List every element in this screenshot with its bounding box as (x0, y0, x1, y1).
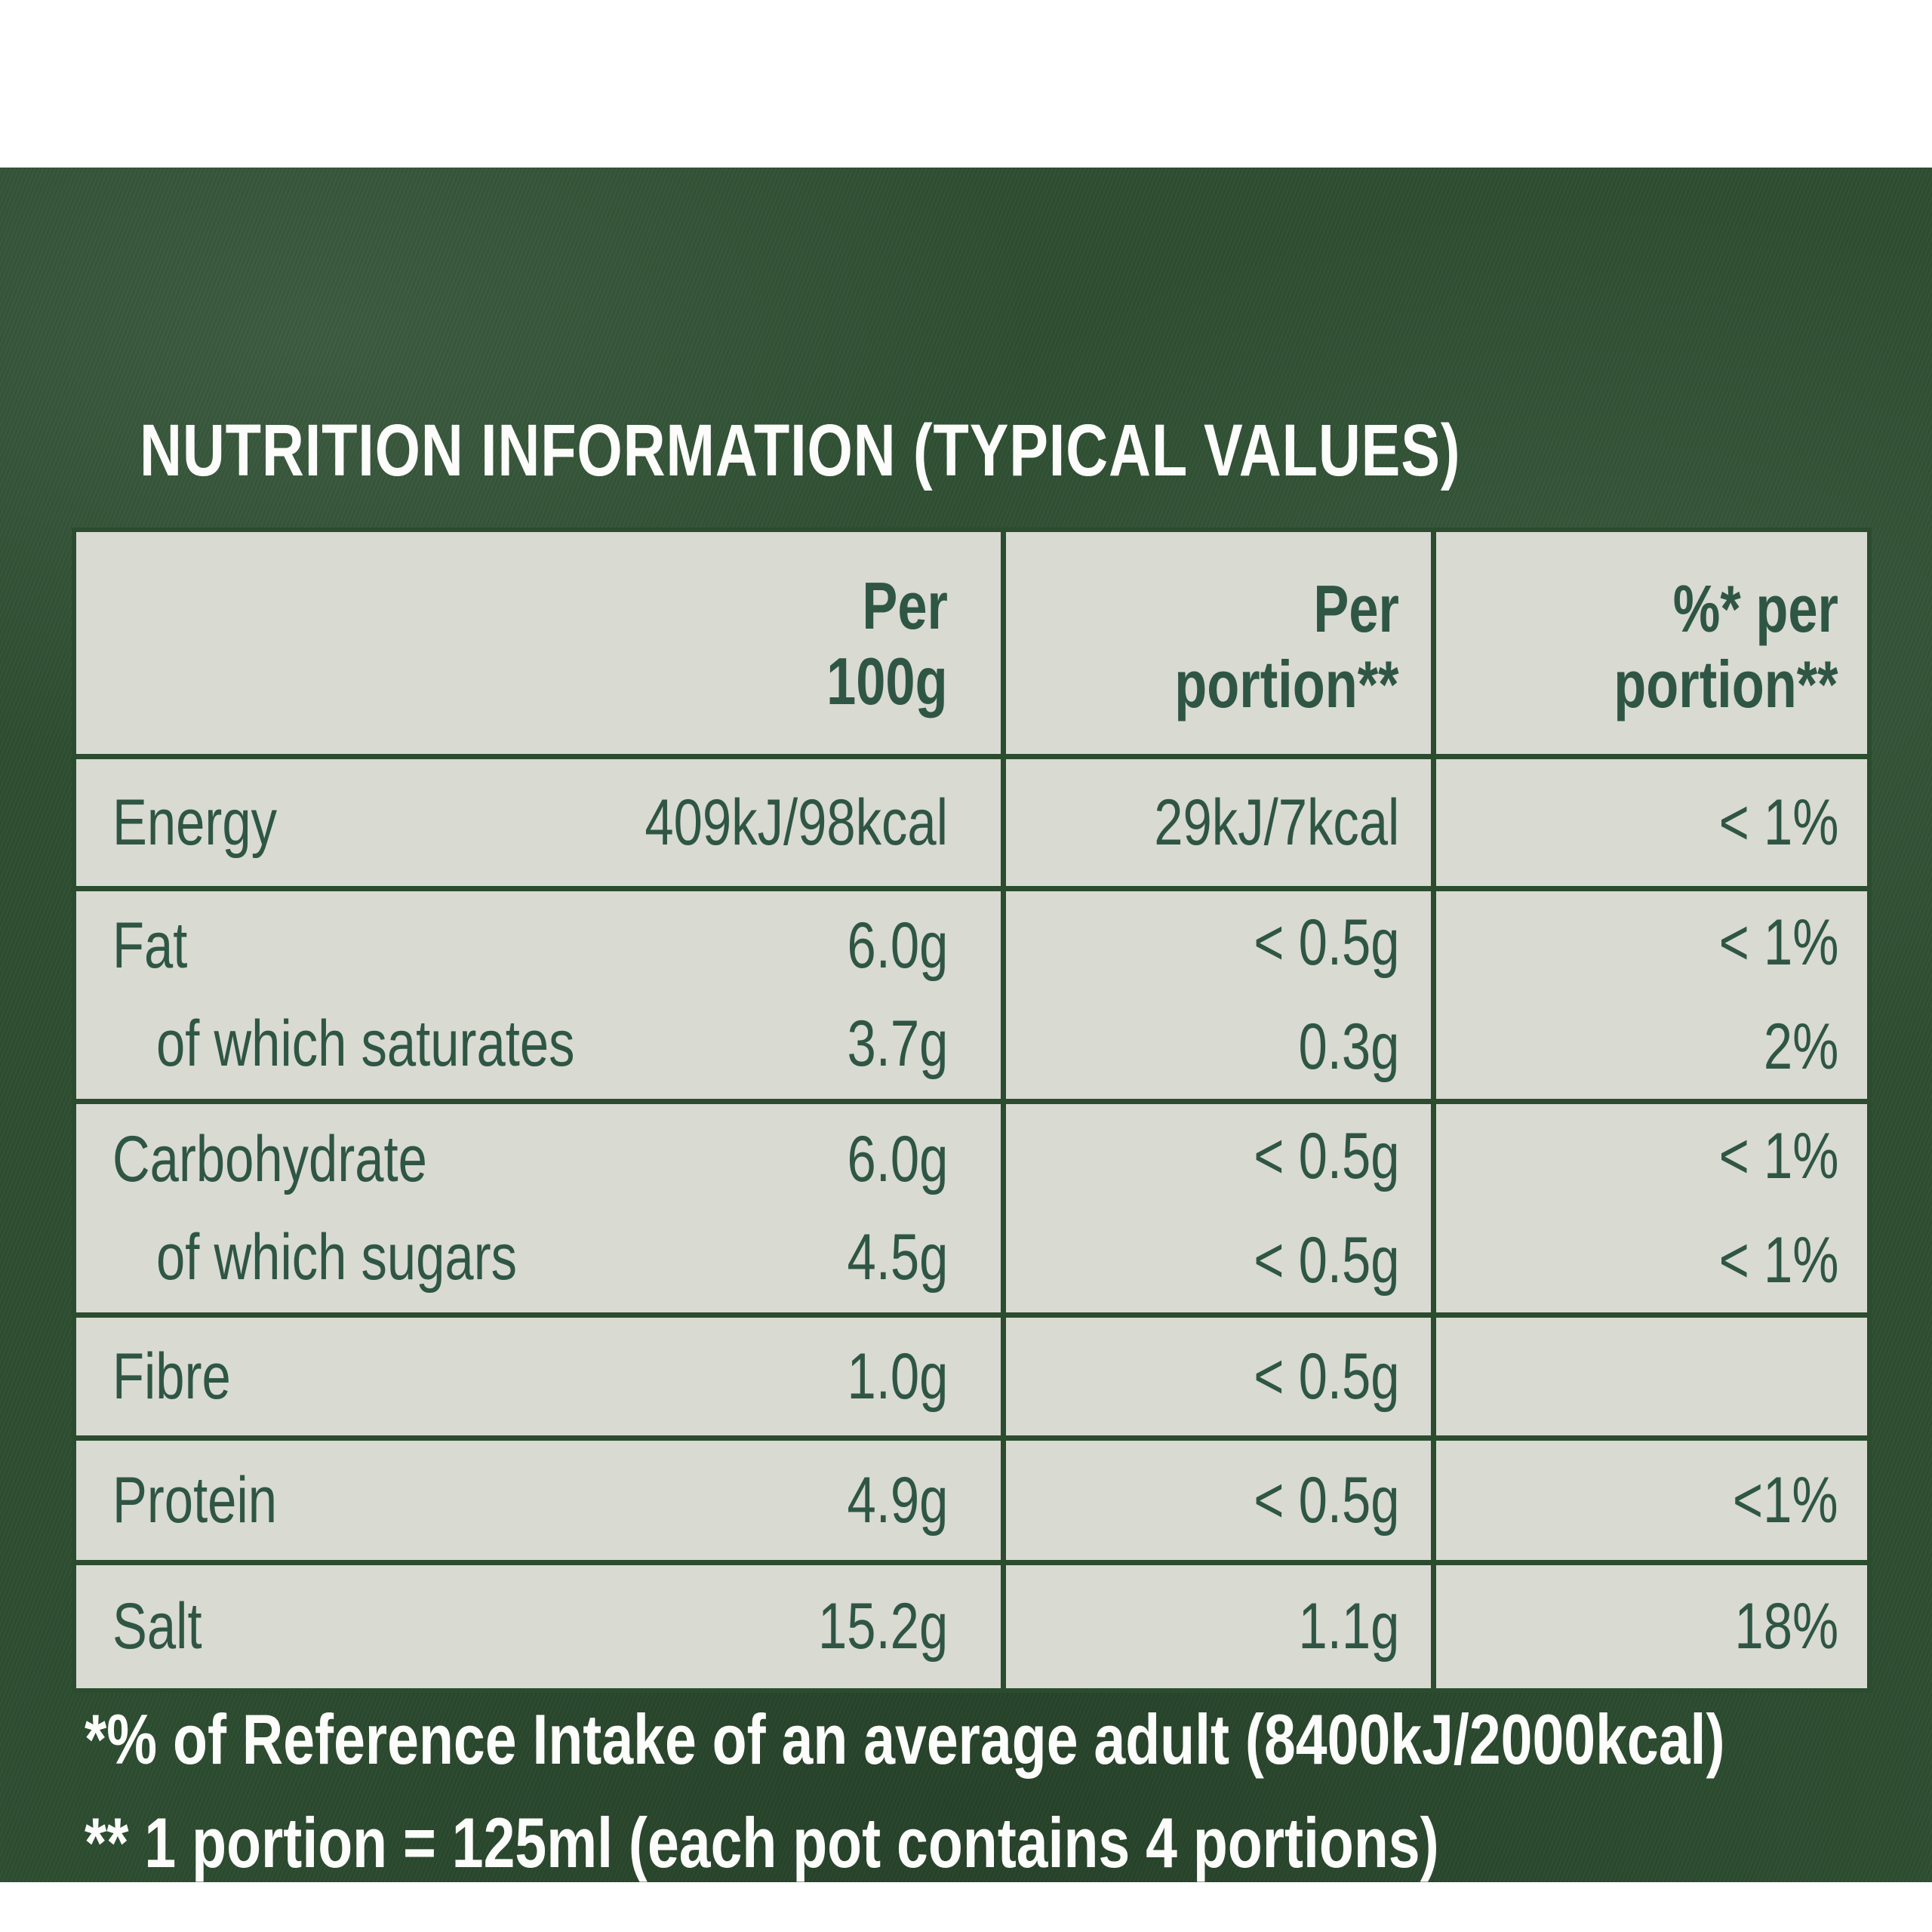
table-row-salt: Salt 15.2g 1.1g 18% (76, 1565, 1867, 1688)
table-row-protein: Protein 4.9g < 0.5g <1% (76, 1441, 1867, 1565)
table-row-energy: Energy 409kJ/98kcal 29kJ/7kcal < 1% (76, 759, 1867, 891)
pct-sub-value: 2% (1763, 1010, 1838, 1083)
pct-value: < 1% (1718, 786, 1838, 859)
pct-value: <1% (1733, 1463, 1838, 1537)
nutrition-table: Per 100g Per portion** %* per portion** … (72, 528, 1872, 1693)
fibre-pct-cell (1431, 1318, 1867, 1435)
header-per-portion-line1: Per (1313, 571, 1399, 646)
pct-sub-value: < 1% (1718, 1223, 1838, 1297)
green-panel: NUTRITION INFORMATION (TYPICAL VALUES) P… (0, 168, 1932, 1882)
row-label: Fat (112, 909, 188, 983)
per-100g-value: 4.9g (847, 1463, 948, 1537)
energy-portion-cell: 29kJ/7kcal (1001, 759, 1431, 886)
footnote-portion-definition-text: ** 1 portion = 125ml (each pot contains … (85, 1802, 1439, 1882)
fat-pct-cell: < 1% 2% (1431, 891, 1867, 1099)
row-label: Carbohydrate (112, 1122, 427, 1195)
fibre-line: Fibre 1.0g (112, 1341, 948, 1413)
row-label: Fibre (112, 1340, 231, 1413)
carbohydrate-pct-cell: < 1% < 1% (1431, 1104, 1867, 1312)
pct-value: 18% (1734, 1590, 1838, 1663)
header-per-100g-line1: Per (862, 568, 948, 643)
page-title-text: NUTRITION INFORMATION (TYPICAL VALUES) (140, 409, 1461, 491)
table-row-fat: Fat 6.0g of which saturates 3.7g < 0.5g … (76, 891, 1867, 1104)
per-portion-value: < 0.5g (1253, 1340, 1399, 1413)
fat-portion-cell: < 0.5g 0.3g (1001, 891, 1431, 1099)
footnote-reference-intake-text: *% of Reference Intake of an average adu… (85, 1700, 1725, 1779)
per-portion-value: < 0.5g (1253, 1119, 1399, 1192)
footnote-portion-definition: ** 1 portion = 125ml (each pot contains … (85, 1801, 1911, 1885)
per-portion-sub-value: < 0.5g (1253, 1223, 1399, 1297)
energy-line: Energy 409kJ/98kcal (112, 787, 948, 859)
page-title: NUTRITION INFORMATION (TYPICAL VALUES) (140, 414, 1791, 487)
fibre-portion-cell: < 0.5g (1001, 1318, 1431, 1435)
salt-pct-cell: 18% (1431, 1565, 1867, 1688)
header-per-portion-line2: portion** (1174, 647, 1399, 721)
per-portion-sub-value: 0.3g (1298, 1010, 1399, 1083)
row-sub-label: of which sugars (156, 1220, 518, 1294)
header-pct-per-portion: %* per portion** (1431, 532, 1867, 754)
table-row-carbohydrate: Carbohydrate 6.0g of which sugars 4.5g <… (76, 1104, 1867, 1318)
footnotes: *% of Reference Intake of an average adu… (85, 1698, 1911, 1905)
table-row-fibre: Fibre 1.0g < 0.5g (76, 1318, 1867, 1441)
carbohydrate-line: Carbohydrate 6.0g (112, 1124, 948, 1195)
per-100g-value: 15.2g (817, 1590, 948, 1663)
header-pct-per-portion-line2: portion** (1614, 647, 1838, 721)
per-100g-value: 6.0g (847, 909, 948, 983)
per-portion-value: < 0.5g (1253, 1463, 1399, 1537)
fibre-name-cell: Fibre 1.0g (76, 1318, 1001, 1435)
fat-line: Fat 6.0g (112, 910, 948, 982)
per-portion-value: < 0.5g (1253, 906, 1399, 980)
salt-line: Salt 15.2g (112, 1591, 948, 1663)
row-label: Energy (112, 786, 277, 859)
pct-value: < 1% (1718, 906, 1838, 980)
table-header-row: Per 100g Per portion** %* per portion** (76, 532, 1867, 759)
salt-name-cell: Salt 15.2g (76, 1565, 1001, 1688)
per-100g-value: 409kJ/98kcal (645, 786, 948, 859)
row-label: Salt (112, 1590, 202, 1663)
footnote-reference-intake: *% of Reference Intake of an average adu… (85, 1698, 1911, 1782)
header-per-portion: Per portion** (1001, 532, 1431, 754)
per-100g-value: 1.0g (847, 1340, 948, 1413)
per-100g-value: 3.7g (847, 1007, 948, 1080)
protein-pct-cell: <1% (1431, 1441, 1867, 1560)
energy-pct-cell: < 1% (1431, 759, 1867, 886)
row-sub-label: of which saturates (156, 1007, 575, 1080)
energy-name-cell: Energy 409kJ/98kcal (76, 759, 1001, 886)
sugars-line: of which sugars 4.5g (112, 1222, 948, 1294)
salt-portion-cell: 1.1g (1001, 1565, 1431, 1688)
protein-line: Protein 4.9g (112, 1465, 948, 1537)
pct-value: < 1% (1718, 1119, 1838, 1192)
row-label: Protein (112, 1463, 277, 1537)
carbohydrate-portion-cell: < 0.5g < 0.5g (1001, 1104, 1431, 1312)
per-100g-value: 4.5g (847, 1220, 948, 1294)
per-portion-value: 1.1g (1298, 1590, 1399, 1663)
header-per-100g-line2: 100g (826, 644, 948, 718)
per-portion-value: 29kJ/7kcal (1153, 786, 1399, 859)
protein-name-cell: Protein 4.9g (76, 1441, 1001, 1560)
carbohydrate-name-cell: Carbohydrate 6.0g of which sugars 4.5g (76, 1104, 1001, 1312)
fat-name-cell: Fat 6.0g of which saturates 3.7g (76, 891, 1001, 1099)
header-pct-per-portion-line1: %* per (1672, 571, 1838, 646)
header-per-100g: Per 100g (76, 532, 1001, 754)
per-100g-value: 6.0g (847, 1122, 948, 1195)
protein-portion-cell: < 0.5g (1001, 1441, 1431, 1560)
saturates-line: of which saturates 3.7g (112, 1008, 948, 1080)
